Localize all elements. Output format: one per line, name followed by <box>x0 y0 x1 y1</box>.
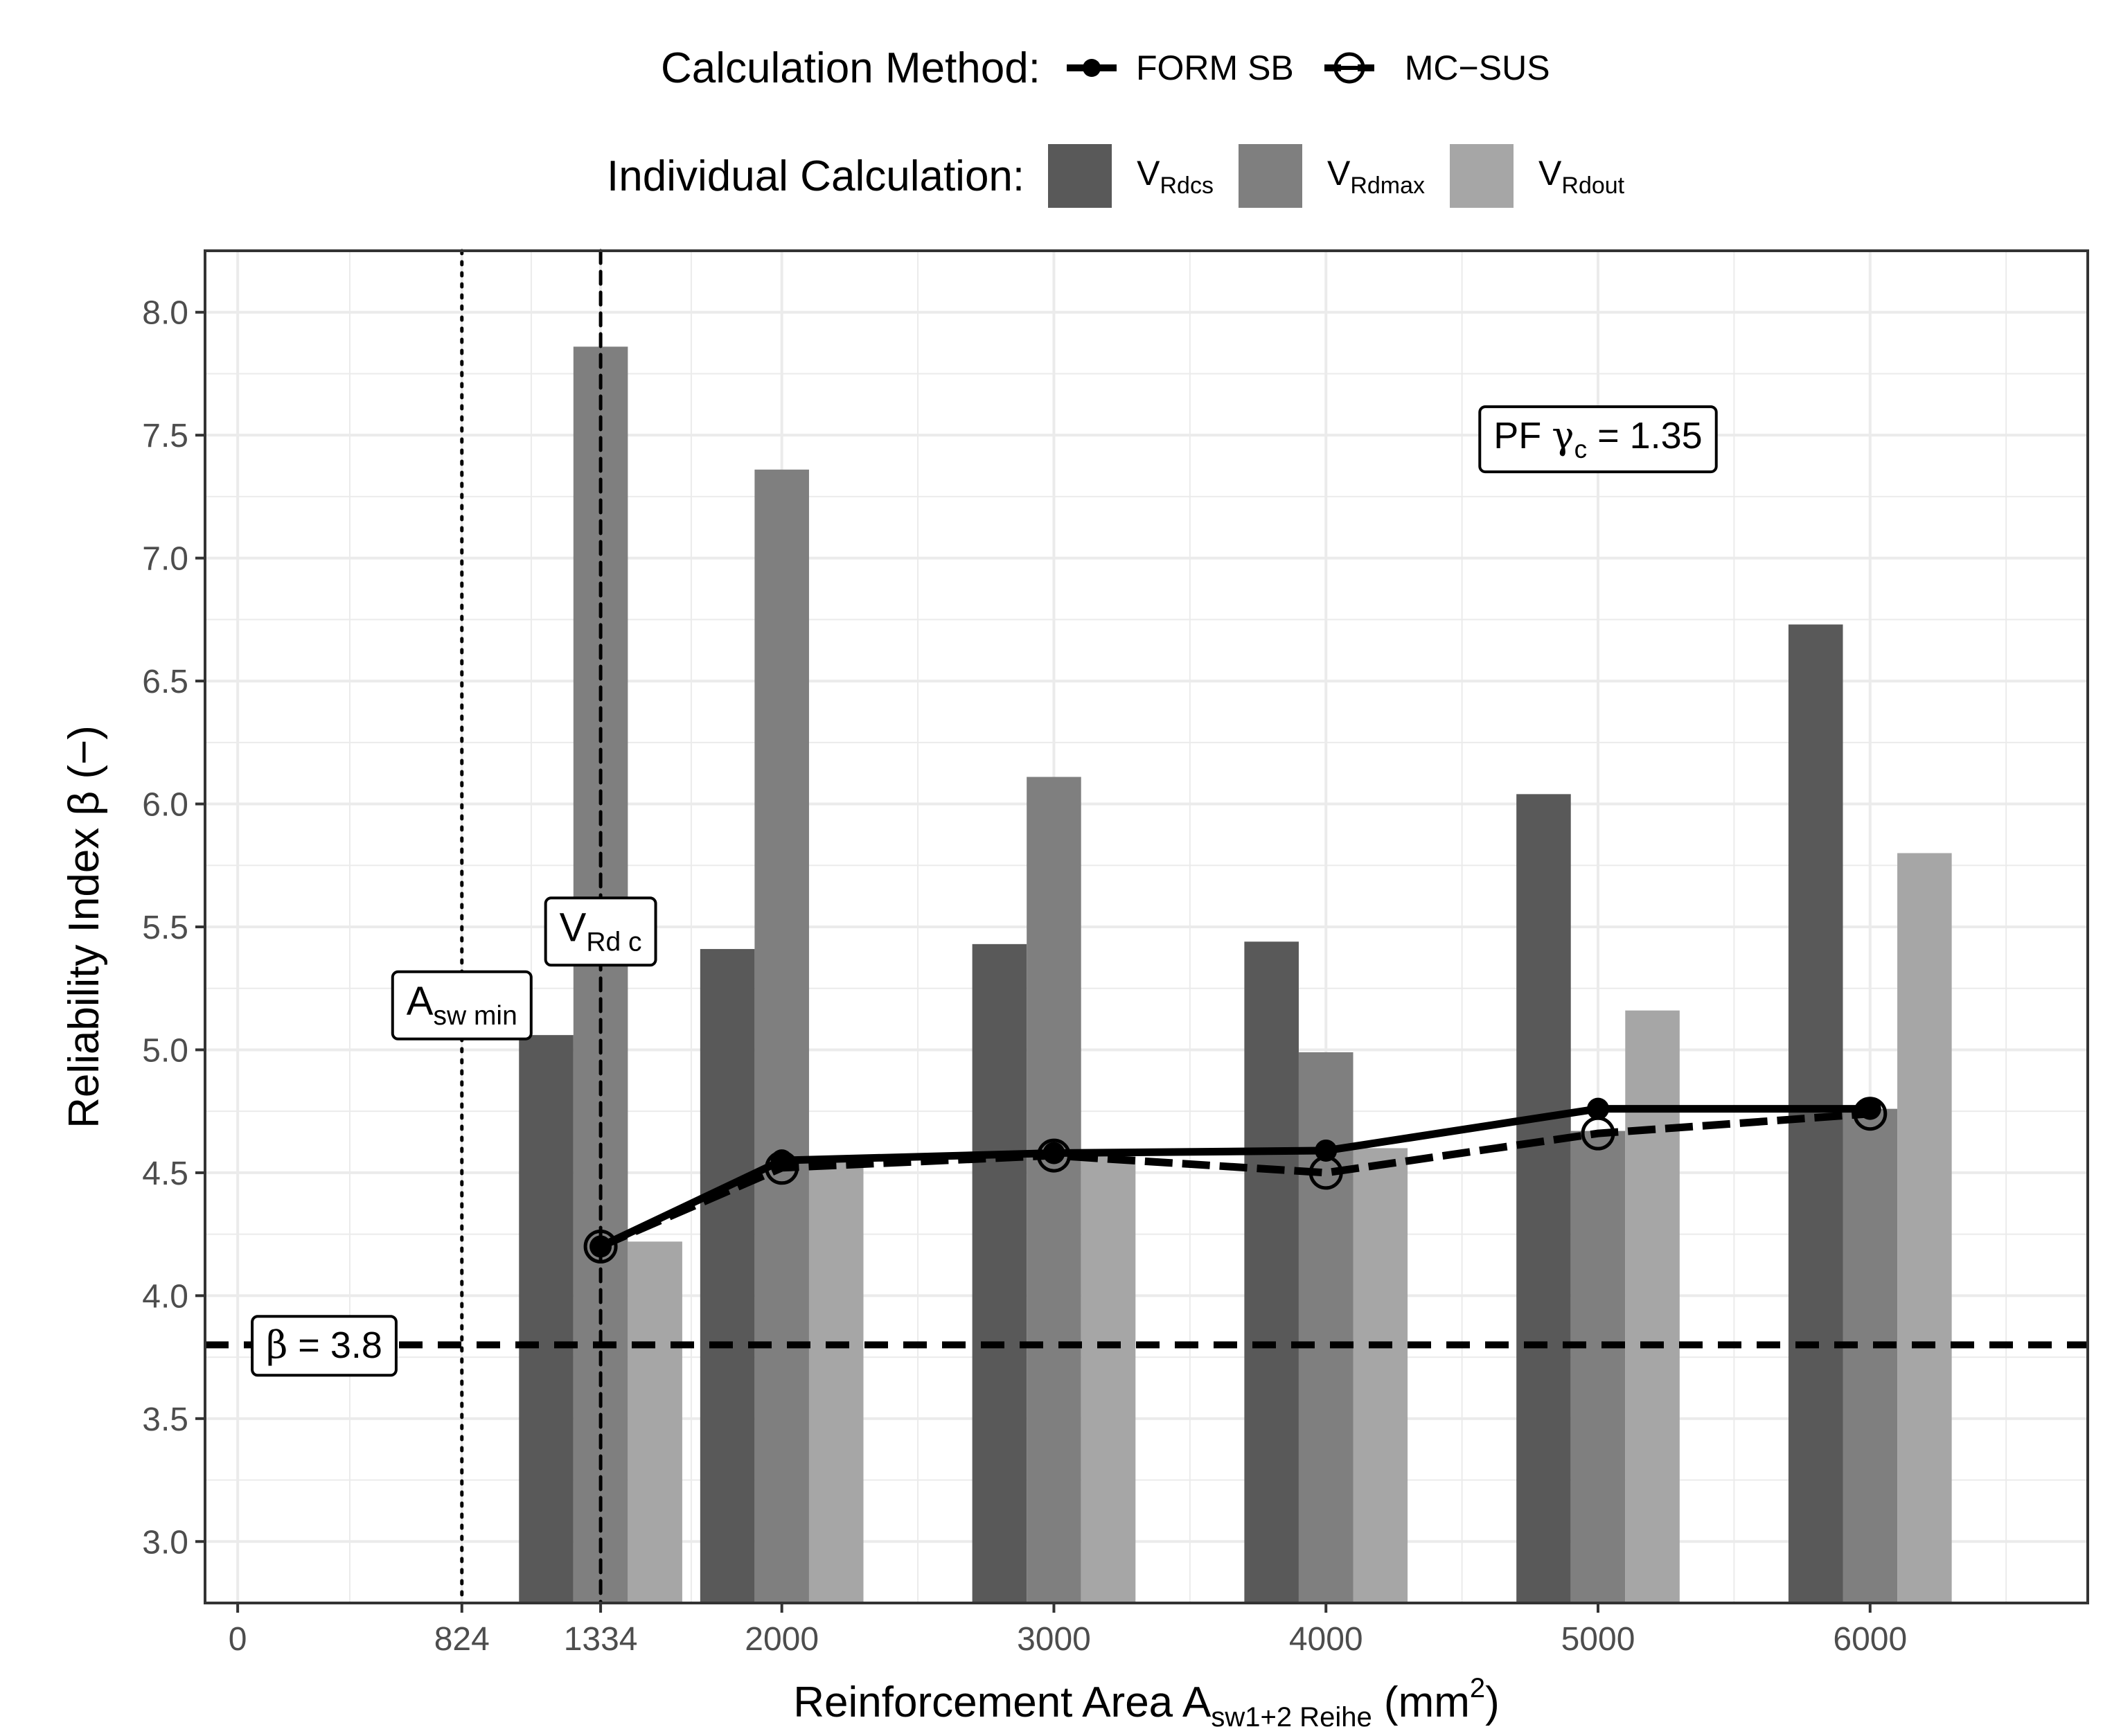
x-tick-label: 5000 <box>1561 1621 1635 1658</box>
y-tick-label: 4.5 <box>142 1155 188 1192</box>
method-lines <box>583 1097 1888 1264</box>
bar-vrdout-6000 <box>1897 853 1952 1603</box>
x-tick-label: 2000 <box>745 1621 819 1658</box>
y-axis-title: Reliability Index β (−) <box>60 725 108 1128</box>
y-tick-label: 7.0 <box>142 541 188 578</box>
legend-form-sb-key <box>1066 59 1117 77</box>
asw-min-annotation: Asw min <box>391 970 533 1040</box>
legend-vrdmax-label: VRdmax <box>1326 153 1426 199</box>
bar-vrdout-1334 <box>628 1241 682 1603</box>
line-mc-sus <box>598 1110 1871 1250</box>
y-tick-label: 5.0 <box>142 1032 188 1069</box>
bar-vrdcs-1334 <box>519 1035 574 1603</box>
pf-annotation-text: PF γc = 1.35 <box>1493 414 1702 463</box>
x-tick-label: 6000 <box>1833 1621 1907 1658</box>
bar-vrdcs-2000 <box>700 948 755 1603</box>
x-tick-label: 4000 <box>1289 1621 1363 1658</box>
y-tick-label: 6.0 <box>142 787 188 824</box>
pf-annotation: PF γc = 1.35 <box>1478 405 1718 474</box>
legend-method-title: Calculation Method: <box>661 44 1040 92</box>
bar-vrdmax-2000 <box>754 469 809 1603</box>
bar-vrdcs-5000 <box>1516 794 1571 1603</box>
bar-vrdout-3000 <box>1081 1155 1136 1603</box>
x-axis: 0 824 1334 2000 3000 4000 5000 6000 <box>229 1603 1907 1658</box>
legend-individual-title: Individual Calculation: <box>607 152 1025 200</box>
x-tick-label: 1334 <box>564 1621 638 1658</box>
x-tick-label: 824 <box>434 1621 490 1658</box>
bar-vrdout-4000 <box>1353 1148 1408 1603</box>
y-tick-label: 5.5 <box>142 910 188 946</box>
bar-vrdmax-4000 <box>1298 1052 1354 1603</box>
asw-min-annotation-text: Asw min <box>407 979 517 1031</box>
legend-vrdout-swatch <box>1450 144 1514 208</box>
point-mc-sus-6000 <box>1853 1097 1888 1131</box>
point-mc-sus-3000 <box>1036 1138 1071 1173</box>
legend-mc-sus-key <box>1324 52 1374 84</box>
legend-vrdcs-label: VRdcs <box>1137 153 1214 199</box>
point-form-sb-5000 <box>1587 1097 1610 1120</box>
bar-vrdmax-6000 <box>1843 1108 1898 1603</box>
y-tick-label: 3.5 <box>142 1401 188 1438</box>
legend-calculation-method: Calculation Method: FORM SB MC−SUS <box>661 40 1550 96</box>
legend-vrdcs-swatch <box>1048 144 1112 208</box>
point-mc-sus-4000 <box>1308 1155 1343 1190</box>
x-tick-label: 0 <box>229 1621 247 1658</box>
legend-individual-calculation: Individual Calculation: VRdcs VRdmax VRd… <box>607 143 1624 209</box>
beta-annotation-box <box>251 1315 398 1377</box>
y-tick-label: 3.0 <box>142 1524 188 1561</box>
pf-annotation-box <box>1478 405 1718 474</box>
point-form-sb-6000 <box>1858 1097 1881 1120</box>
legend-vrdout-label: VRdout <box>1538 153 1625 199</box>
vrdc-annotation-box <box>544 896 657 967</box>
point-form-sb-1334 <box>589 1235 612 1258</box>
bar-vrdout-2000 <box>808 1160 864 1603</box>
y-tick-label: 7.5 <box>142 418 188 454</box>
bar-vrdcs-3000 <box>972 944 1027 1603</box>
point-mc-sus-1334 <box>583 1229 618 1264</box>
legend-form-sb-label: FORM SB <box>1135 48 1294 87</box>
vrdc-annotation-text: VRd c <box>560 905 642 957</box>
vrdc-annotation: VRd c <box>544 896 657 967</box>
point-form-sb-3000 <box>1042 1142 1065 1164</box>
y-tick-label: 6.5 <box>142 664 188 700</box>
legend-vrdmax-swatch <box>1238 144 1302 208</box>
bar-vrdcs-4000 <box>1244 941 1299 1603</box>
bar-vrdmax-5000 <box>1570 1131 1626 1603</box>
beta-annotation: β = 3.8 <box>251 1315 398 1377</box>
bar-vrdout-5000 <box>1625 1010 1680 1603</box>
beta-annotation-text: β = 3.8 <box>266 1323 382 1367</box>
grid-lines <box>205 251 2088 1603</box>
x-axis-title: Reinforcement Area Asw1+2 Reihe (mm2) <box>793 1673 1500 1733</box>
y-tick-label: 8.0 <box>142 295 188 332</box>
legend-mc-sus-label: MC−SUS <box>1404 48 1550 87</box>
bars <box>519 346 1952 1603</box>
bar-vrdmax-3000 <box>1027 777 1081 1603</box>
point-form-sb-4000 <box>1315 1139 1338 1162</box>
line-form-sb <box>598 1105 1870 1250</box>
point-mc-sus-5000 <box>1581 1116 1615 1151</box>
asw-min-annotation-box <box>391 970 533 1040</box>
x-tick-label: 3000 <box>1017 1621 1091 1658</box>
point-mc-sus-2000 <box>765 1151 799 1185</box>
y-axis: 3.0 3.5 4.0 4.5 5.0 5.5 6.0 6.5 7.0 7.5 8.0 <box>142 295 205 1561</box>
y-tick-label: 4.0 <box>142 1278 188 1315</box>
